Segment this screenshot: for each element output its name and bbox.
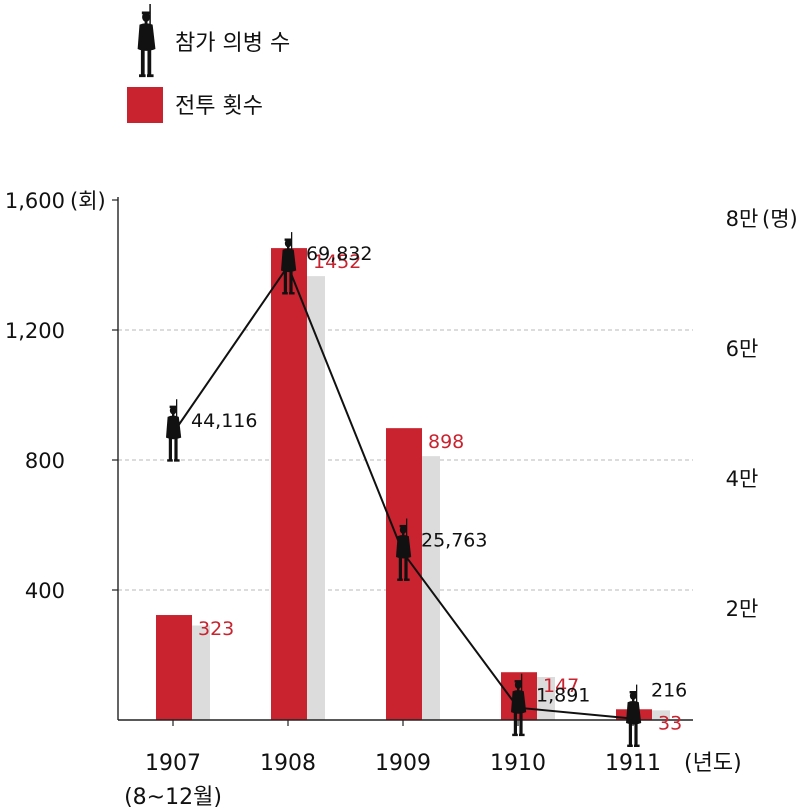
right-tick-label: 4만 — [726, 467, 759, 491]
x-tick-sublabel: (8~12월) — [124, 785, 222, 810]
x-axis-ticks: 1907 (8~12월) 1908 1909 1910 1911 (년도) — [124, 720, 742, 810]
point-value-label: 44,116 — [191, 410, 257, 432]
point-value-label: 25,763 — [421, 530, 487, 552]
left-tick-label: 1,200 — [5, 319, 65, 343]
participants-line — [166, 232, 642, 747]
left-tick-label: 1,600 — [5, 189, 65, 213]
point-value-label: 216 — [651, 680, 687, 702]
bar-value-label: 147 — [543, 675, 579, 697]
bar-value-label: 323 — [198, 618, 234, 640]
left-axis-ticks: 400 800 1,200 1,600 (회) — [5, 189, 118, 603]
data-labels: 323 1452 898 147 33 44,116 69,832 25,763 1,891 21… — [191, 243, 687, 734]
bar-value-label: 33 — [658, 712, 682, 734]
legend: 참가 의병 수 전투 횟수 — [127, 4, 290, 123]
legend-soldier-icon — [137, 4, 156, 78]
x-tick-label: 1910 — [490, 751, 546, 776]
bar-battles — [386, 428, 422, 720]
bar-battles — [271, 248, 307, 720]
point-value-label: 1,891 — [536, 685, 590, 707]
legend-label-participants: 참가 의병 수 — [175, 31, 290, 56]
bar-battles — [156, 615, 192, 720]
bars — [156, 248, 670, 720]
soldier-point-icon — [166, 399, 182, 462]
bar-value-label: 1452 — [313, 251, 361, 273]
legend-label-battles: 전투 횟수 — [175, 94, 263, 119]
x-tick-label: 1911 — [605, 751, 661, 776]
point-value-label: 69,832 — [306, 243, 372, 265]
x-tick-label: 1908 — [260, 751, 316, 776]
left-tick-label: 400 — [25, 579, 65, 603]
x-tick-label: 1907 — [145, 751, 201, 776]
right-tick-label: 8만 — [726, 207, 759, 231]
soldier-point-icon — [626, 684, 642, 747]
bar-value-label: 898 — [428, 431, 464, 453]
right-tick-label: 6만 — [726, 337, 759, 361]
x-tick-label: 1909 — [375, 751, 431, 776]
right-axis-ticks: 2만 4만 6만 8만 (명) — [726, 207, 798, 621]
legend-red-square-icon — [127, 87, 163, 123]
axes — [117, 197, 693, 721]
right-axis-unit: (명) — [762, 207, 798, 231]
left-tick-label: 800 — [25, 449, 65, 473]
x-axis-unit: (년도) — [684, 751, 742, 776]
left-axis-unit: (회) — [70, 189, 106, 213]
right-tick-label: 2만 — [726, 597, 759, 621]
